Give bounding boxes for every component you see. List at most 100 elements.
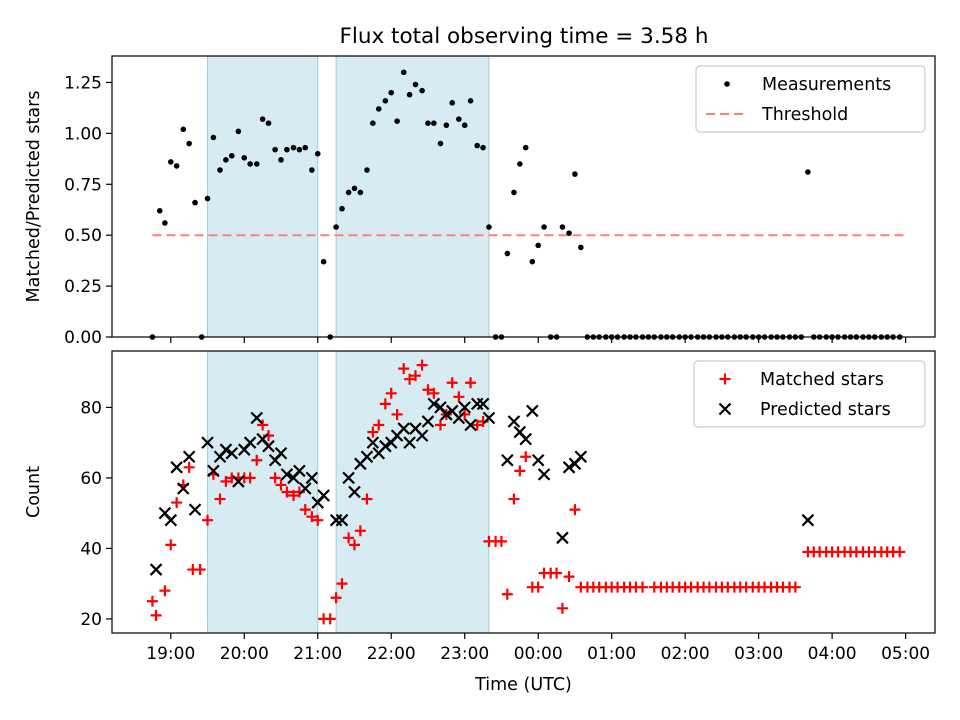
matched-stars-point [514,465,526,477]
predicted-stars-point [476,397,490,411]
matched-stars-point [306,511,318,523]
x-tick-label: 01:00 [587,644,636,664]
x-tick-label: 22:00 [367,644,416,664]
matched-stars-point [428,387,440,399]
measurements-point [572,171,578,177]
predicted-stars-point [170,461,183,474]
predicted-stars-point [519,432,532,446]
predicted-stars-point [458,401,471,414]
matched-stars-point [220,475,232,487]
measurements-point [504,250,511,257]
matched-stars-point [416,359,428,371]
measurements-point [265,120,272,126]
legend-label-predicted-stars: Predicted stars [760,400,891,420]
predicted-stars-point [149,563,163,576]
predicted-stars-point [232,475,245,488]
matched-stars-point [330,592,342,604]
y-tick-label: 20 [80,610,102,630]
y-tick-label: 1.25 [64,73,102,93]
measurements-point [456,116,462,122]
measurements-point [333,224,339,230]
x-tick-label: 20:00 [220,644,269,664]
measurements-point [320,258,327,265]
measurements-point [522,144,529,151]
measurements-point [370,120,376,126]
measurements-point [375,106,382,112]
measurements-point [302,144,309,151]
predicted-stars-point [219,443,233,456]
measurements-point [173,163,180,169]
matched-stars-point [569,504,581,516]
predicted-stars-point [501,453,514,467]
y-tick-label: 1.00 [64,124,102,144]
legend-label-measurements: Measurements [762,75,891,95]
measurements-point [217,167,223,173]
matched-stars-point [146,595,158,607]
predicted-stars-point [182,450,196,464]
matched-stars-point [501,588,513,600]
predicted-stars-point [427,397,441,411]
count-y-axis-label: Count [24,466,44,518]
matched-stars-point [556,602,568,614]
measurements-point [461,122,468,129]
matched-stars-point [244,472,256,484]
x-tick-label: 02:00 [661,644,710,664]
observing-window-2 [335,350,490,634]
measurements-point [419,87,425,94]
predicted-stars-point [421,415,435,428]
predicted-stars-point [415,429,429,442]
matched-stars-point [348,539,360,551]
predicted-stars-legend-marker [718,402,732,416]
measurements-point [406,91,413,98]
matched-stars-point [194,564,206,576]
figure-title: Flux total observing time = 3.58 h [340,24,709,49]
matched-stars-point [789,581,801,593]
matched-stars-point [324,613,336,625]
matched-stars-point [257,419,269,431]
predicted-stars-point [342,471,355,485]
x-tick-label: 21:00 [293,644,342,664]
count-plot-frame [111,350,936,634]
measurements-point [805,169,811,175]
predicted-stars-point [452,411,466,425]
measurements-point [223,157,229,163]
measurements-point [156,207,163,214]
matched-stars-point [373,419,385,431]
predicted-stars-point [225,446,239,460]
measurements-point [241,155,248,161]
matched-stars-point [409,370,421,382]
matched-stars-point [563,571,575,583]
ratio-panel: 0.00 0.25 0.50 0.75 1.00 1.25 Matched/Predict… [24,55,936,348]
measurements-point [566,230,572,236]
measurements-point [314,150,321,157]
measurements-point [364,167,370,173]
measurements-point [578,244,584,251]
predicted-stars-point [262,439,275,453]
predicted-stars-point [464,418,477,432]
matched-stars-point [354,525,366,537]
matched-stars-point [465,377,477,389]
measurements-point [210,134,217,141]
predicted-stars-point [562,461,576,474]
predicted-stars-point [360,450,374,464]
count-points [146,359,906,625]
measurements-point [253,161,260,167]
matched-stars-point [343,532,355,544]
y-tick-label: 0.00 [64,328,102,348]
predicted-stars-point [280,468,294,481]
observing-window-shading [207,350,490,634]
measurements-point [511,189,517,196]
measurements-legend-marker [724,81,730,87]
predicted-stars-point [201,436,214,449]
measurements-point [192,199,198,206]
matched-stars-point [171,497,183,509]
measurements-point [247,161,253,167]
matched-stars-point [183,461,195,473]
matched-stars-point [422,384,434,396]
matched-stars-point [471,419,483,431]
matched-stars-point [275,479,287,491]
predicted-stars-point [293,464,306,478]
measurements-point [443,122,450,129]
predicted-stars-point [274,446,288,460]
